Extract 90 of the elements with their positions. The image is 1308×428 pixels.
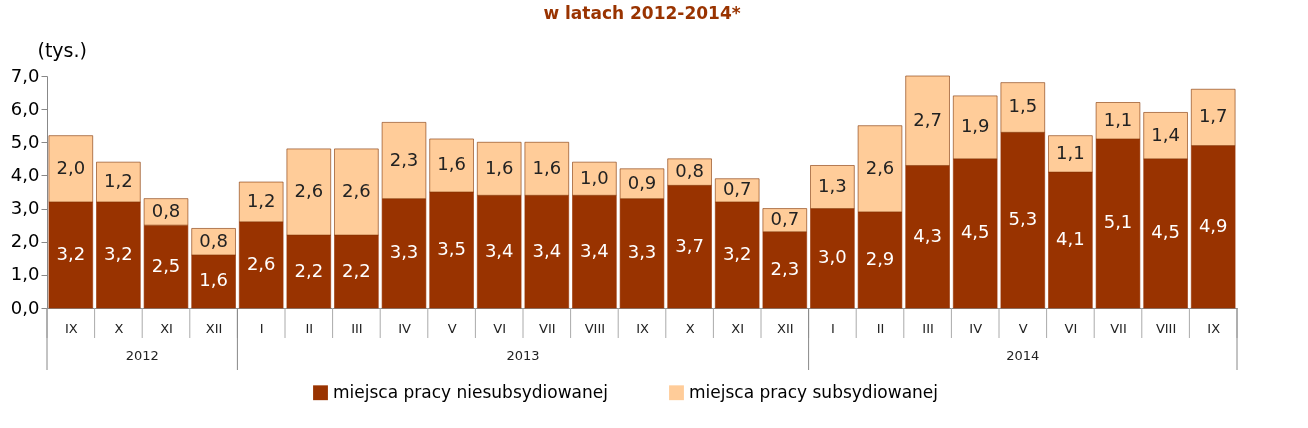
data-label: 2,2 xyxy=(342,259,371,281)
data-label: 2,6 xyxy=(246,252,276,274)
data-label: 1,0 xyxy=(580,166,609,188)
data-label: 2,0 xyxy=(56,156,86,178)
data-label: 2,9 xyxy=(865,247,895,269)
data-label: 5,3 xyxy=(1008,208,1038,230)
x-tick-label: VI xyxy=(1064,320,1078,336)
x-tick-label: I xyxy=(259,320,264,336)
data-label: 0,8 xyxy=(151,199,181,221)
data-label: 1,9 xyxy=(960,115,990,137)
data-label: 1,7 xyxy=(1198,105,1228,127)
x-tick-label: II xyxy=(305,320,314,336)
data-label: 4,5 xyxy=(960,221,990,243)
x-tick-label: V xyxy=(447,320,457,336)
x-tick-label: VI xyxy=(493,320,507,336)
y-tick-label: 6,0 xyxy=(10,97,40,119)
y-tick-label: 1,0 xyxy=(10,263,40,285)
x-tick-label: III xyxy=(351,320,363,336)
data-label: 2,2 xyxy=(294,259,324,281)
data-label: 3,4 xyxy=(532,239,562,261)
data-label: 2,7 xyxy=(913,108,942,130)
data-label: 3,5 xyxy=(437,238,466,259)
x-tick-label: IV xyxy=(398,320,411,336)
x-tick-label: IV xyxy=(969,320,983,336)
data-label: 3,2 xyxy=(56,242,86,264)
x-tick-label: VII xyxy=(1110,320,1127,336)
data-label: 1,2 xyxy=(104,170,133,192)
data-label: 4,9 xyxy=(1198,214,1228,236)
x-tick-label: IX xyxy=(1207,320,1221,336)
data-label: 4,1 xyxy=(1056,228,1085,250)
data-label: 1,5 xyxy=(1008,95,1038,117)
data-label: 2,5 xyxy=(151,254,181,276)
text: 2014 xyxy=(1006,348,1040,363)
x-tick-label: V xyxy=(1018,320,1028,336)
y-tick-label: 7,0 xyxy=(10,64,40,86)
x-tick-label: IX xyxy=(64,320,78,336)
data-label: 3,2 xyxy=(722,242,752,264)
data-label: 1,3 xyxy=(818,175,847,197)
x-tick-label: VIII xyxy=(584,320,606,336)
data-label: 1,4 xyxy=(1151,123,1180,145)
data-label: 1,1 xyxy=(1056,141,1085,163)
data-label: 2,3 xyxy=(389,148,419,170)
x-tick-label: III xyxy=(922,320,934,336)
data-label: 2,3 xyxy=(770,257,800,279)
x-tick-label: VII xyxy=(539,320,556,336)
chart-title: w latach 2012-2014* xyxy=(543,3,741,23)
data-label: 4,3 xyxy=(913,224,942,246)
data-label: 5,1 xyxy=(1103,211,1133,233)
x-tick-label: X xyxy=(685,320,695,336)
data-label: 2,6 xyxy=(865,156,895,178)
data-label: 4,5 xyxy=(1151,221,1180,243)
x-tick-label: II xyxy=(876,320,885,336)
x-tick-label: VIII xyxy=(1155,320,1177,336)
y-tick-label: 0,0 xyxy=(10,296,40,318)
data-label: 0,7 xyxy=(770,208,800,230)
data-label: 1,6 xyxy=(437,153,466,175)
x-tick-label: IX xyxy=(636,320,649,336)
data-label: 3,3 xyxy=(627,241,657,263)
x-tick-label: XI xyxy=(731,320,745,336)
x-tick-label: X xyxy=(114,320,124,336)
text: 2013 xyxy=(506,348,540,363)
data-label: 3,7 xyxy=(675,234,704,256)
data-label: 0,9 xyxy=(627,171,657,193)
data-label: 1,2 xyxy=(246,189,276,211)
data-label: 2,6 xyxy=(342,180,371,201)
data-label: 0,8 xyxy=(199,229,228,251)
data-label: 0,8 xyxy=(675,160,704,182)
x-tick-label: XI xyxy=(160,320,173,336)
data-label: 3,2 xyxy=(104,242,133,264)
text: 2012 xyxy=(125,348,159,363)
data-label: 1,1 xyxy=(1103,108,1133,130)
y-tick-label: 3,0 xyxy=(10,197,40,219)
data-label: 0,7 xyxy=(722,178,752,200)
data-label: 1,6 xyxy=(484,156,514,178)
legend-label: miejsca pracy subsydiowanej xyxy=(689,381,939,402)
data-label: 3,0 xyxy=(818,246,847,268)
y-axis-title: (tys.) xyxy=(37,38,87,61)
x-tick-label: XII xyxy=(777,320,794,336)
y-tick-label: 5,0 xyxy=(10,130,40,152)
y-tick-label: 2,0 xyxy=(10,230,40,252)
data-label: 3,3 xyxy=(389,241,419,263)
legend-label: miejsca pracy niesubsydiowanej xyxy=(333,381,608,402)
data-label: 3,4 xyxy=(484,239,514,261)
data-label: 1,6 xyxy=(532,156,562,178)
data-label: 3,4 xyxy=(580,239,609,261)
x-tick-label: XII xyxy=(205,320,223,336)
data-label: 2,6 xyxy=(294,180,324,201)
y-tick-label: 4,0 xyxy=(10,163,40,185)
x-tick-label: I xyxy=(830,320,835,336)
data-label: 1,6 xyxy=(199,269,228,291)
